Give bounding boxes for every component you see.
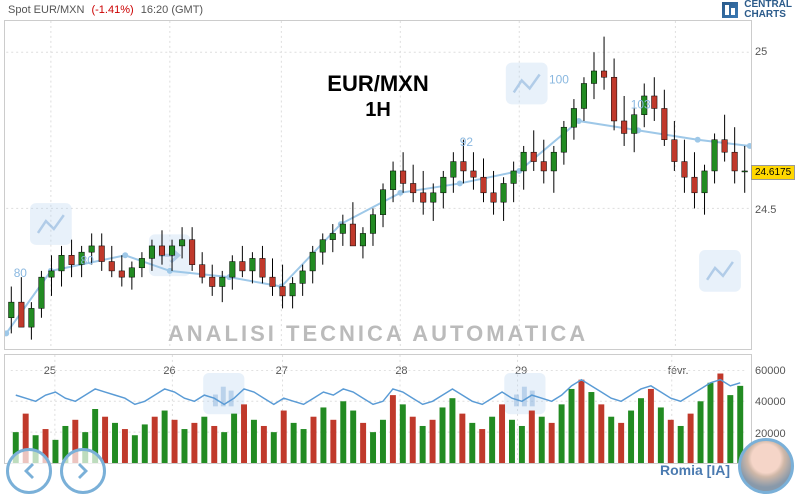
logo-icon — [722, 2, 738, 18]
avatar[interactable] — [738, 438, 794, 494]
watermark-text: ANALISI TECNICA AUTOMATICA — [168, 321, 588, 347]
svg-text:103: 103 — [631, 97, 651, 111]
arrow-right-icon — [71, 459, 95, 483]
svg-text:100: 100 — [549, 72, 569, 86]
y-axis: 2524.524.6175 — [751, 21, 795, 349]
main-chart[interactable]: EUR/MXN 1H ANALISI TECNICA AUTOMATICA 80… — [4, 20, 752, 350]
nav-prev-button[interactable] — [6, 448, 52, 494]
logo-line2: CHARTS — [744, 10, 792, 20]
logo-text: CENTRAL CHARTS — [744, 0, 792, 20]
pct-change: (-1.41%) — [91, 4, 133, 16]
volume-svg — [5, 355, 751, 463]
svg-text:80: 80 — [81, 254, 95, 268]
volume-chart[interactable]: 600004000020000 — [4, 354, 752, 464]
header-left: Spot EUR/MXN (-1.41%) 16:20 (GMT) — [8, 4, 207, 16]
time-label: 16:20 (GMT) — [141, 4, 203, 16]
romia-label: Romia [IA] — [660, 462, 730, 478]
timeframe-label: 1H — [327, 99, 428, 122]
logo: CENTRAL CHARTS — [722, 0, 792, 20]
instrument-label: Spot EUR/MXN — [8, 4, 84, 16]
chart-title: EUR/MXN 1H — [327, 71, 428, 122]
arrow-left-icon — [17, 459, 41, 483]
pair-label: EUR/MXN — [327, 71, 428, 97]
svg-text:92: 92 — [460, 135, 474, 149]
svg-text:80: 80 — [14, 266, 28, 280]
nav-next-button[interactable] — [60, 448, 106, 494]
header: Spot EUR/MXN (-1.41%) 16:20 (GMT) CENTRA… — [0, 0, 800, 20]
